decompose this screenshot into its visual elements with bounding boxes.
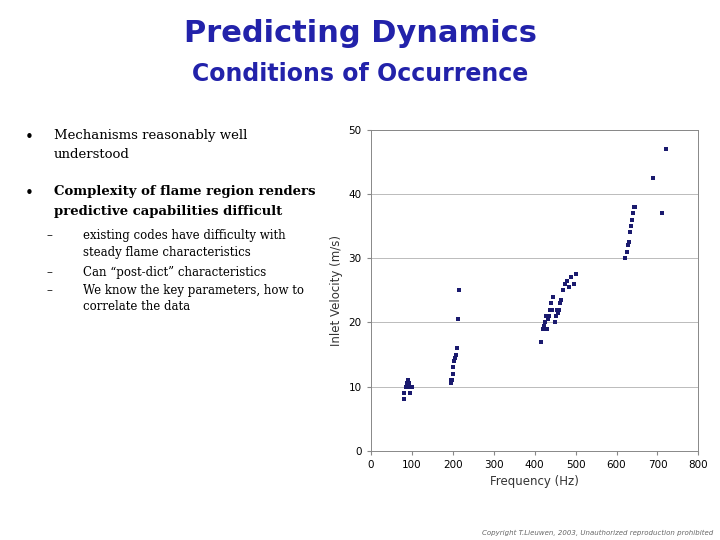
Point — [397, 389, 409, 397]
Text: Can “post-dict” characteristics: Can “post-dict” characteristics — [83, 266, 266, 279]
Y-axis label: Inlet Velocity (m/s): Inlet Velocity (m/s) — [330, 235, 343, 346]
Point — [564, 283, 575, 292]
Point — [403, 379, 415, 388]
Text: Predicting Dynamics: Predicting Dynamics — [184, 19, 536, 48]
Point — [448, 356, 459, 365]
Text: existing codes have difficulty with: existing codes have difficulty with — [83, 230, 285, 242]
Point — [545, 299, 557, 307]
Point — [447, 369, 459, 378]
Point — [619, 254, 631, 262]
Point — [554, 299, 566, 307]
Point — [446, 379, 457, 388]
Point — [546, 305, 558, 314]
Point — [400, 382, 411, 391]
Point — [656, 209, 667, 218]
Point — [554, 305, 565, 314]
Point — [445, 376, 456, 384]
Point — [538, 321, 549, 330]
Point — [557, 286, 569, 295]
Point — [452, 315, 464, 323]
Text: –: – — [47, 230, 53, 242]
Text: Complexity of flame region renders: Complexity of flame region renders — [54, 185, 315, 198]
Point — [406, 382, 418, 391]
Point — [540, 312, 552, 320]
Point — [542, 315, 554, 323]
Point — [626, 215, 637, 224]
Point — [447, 363, 459, 372]
Point — [539, 318, 551, 327]
Point — [549, 318, 561, 327]
Text: –: – — [47, 284, 53, 297]
Point — [537, 325, 549, 333]
Text: –: – — [47, 266, 53, 279]
Point — [629, 202, 641, 211]
Point — [402, 376, 414, 384]
Point — [552, 308, 564, 317]
Text: correlate the data: correlate the data — [83, 300, 190, 313]
Point — [535, 338, 546, 346]
Text: •: • — [25, 130, 34, 145]
Point — [541, 325, 553, 333]
Point — [647, 173, 659, 182]
Point — [629, 202, 640, 211]
Text: We know the key parameters, how to: We know the key parameters, how to — [83, 284, 304, 297]
Point — [454, 286, 465, 295]
Point — [660, 145, 671, 153]
Text: •: • — [25, 186, 34, 201]
Point — [559, 280, 571, 288]
Text: Mechanisms reasonably well: Mechanisms reasonably well — [54, 129, 248, 141]
Text: understood: understood — [54, 148, 130, 161]
X-axis label: Frequency (Hz): Frequency (Hz) — [490, 476, 579, 489]
Point — [621, 247, 632, 256]
Point — [404, 389, 415, 397]
Point — [552, 305, 563, 314]
Point — [568, 280, 580, 288]
Point — [623, 238, 634, 246]
Text: predictive capabilities difficult: predictive capabilities difficult — [54, 205, 282, 218]
Point — [624, 228, 635, 237]
Point — [625, 221, 636, 230]
Point — [570, 270, 581, 279]
Point — [450, 350, 462, 359]
Point — [401, 379, 413, 388]
Point — [547, 292, 559, 301]
Text: Copyright T.Lieuwen, 2003, Unauthorized reproduction prohibited: Copyright T.Lieuwen, 2003, Unauthorized … — [482, 530, 713, 536]
Point — [402, 382, 413, 391]
Point — [449, 353, 461, 362]
Point — [399, 395, 410, 404]
Point — [446, 376, 458, 384]
Text: steady flame characteristics: steady flame characteristics — [83, 246, 251, 259]
Point — [451, 344, 462, 353]
Point — [627, 209, 639, 218]
Point — [555, 295, 567, 304]
Point — [562, 276, 573, 285]
Point — [566, 273, 577, 282]
Point — [550, 312, 562, 320]
Point — [544, 305, 556, 314]
Point — [622, 241, 634, 249]
Point — [543, 312, 554, 320]
Text: Conditions of Occurrence: Conditions of Occurrence — [192, 62, 528, 86]
